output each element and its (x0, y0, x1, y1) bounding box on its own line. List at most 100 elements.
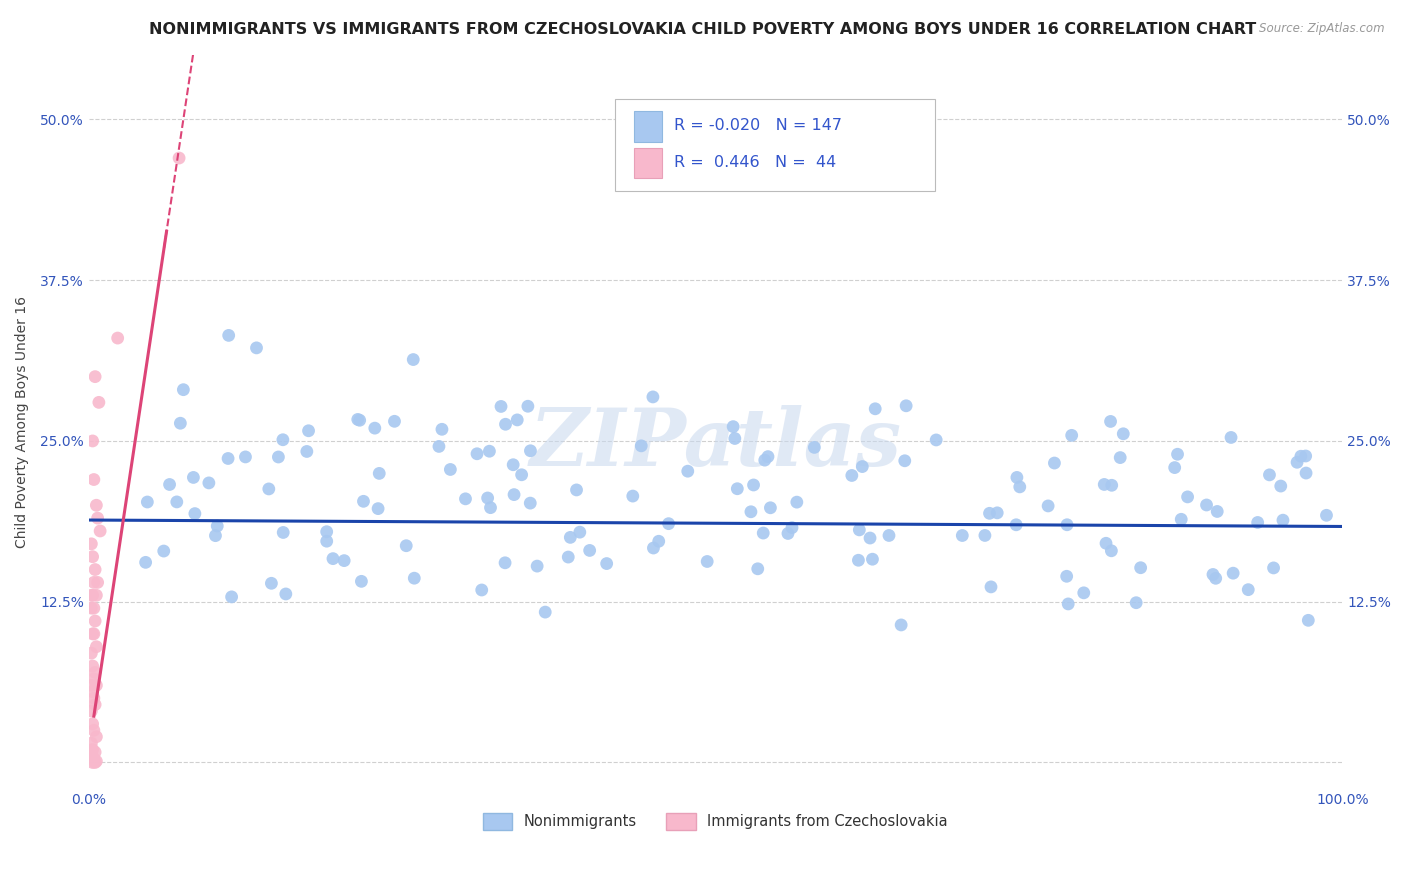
Point (439, 462, 461, 476)
Point (86, 588, 108, 602)
Point (851, 459, 873, 474)
Point (454, 491, 477, 506)
Point (184, 507, 207, 521)
Text: Source: ZipAtlas.com: Source: ZipAtlas.com (1260, 22, 1385, 36)
Point (848, 553, 870, 567)
Point (172, 383, 194, 397)
Point (841, 468, 863, 483)
Point (776, 526, 799, 541)
Point (925, 433, 948, 447)
Point (353, 494, 375, 508)
Point (350, 574, 373, 589)
FancyBboxPatch shape (616, 99, 935, 191)
Point (89, 524, 111, 538)
Point (519, 443, 541, 458)
Point (752, 526, 775, 541)
Point (80, 749, 103, 764)
Point (136, 495, 159, 509)
Point (848, 523, 870, 537)
Point (167, 151, 190, 165)
Point (84, 369, 107, 384)
Point (489, 400, 512, 414)
Point (658, 516, 681, 531)
Point (169, 416, 191, 430)
Point (1202, 567, 1225, 582)
Point (82, 684, 104, 698)
Text: R = -0.020   N = 147: R = -0.020 N = 147 (675, 118, 842, 133)
Point (83, 575, 105, 590)
Point (274, 587, 297, 601)
Point (86, 640, 108, 654)
Point (1005, 470, 1028, 484)
Point (86, 730, 108, 744)
Point (740, 505, 762, 519)
Point (82, 717, 104, 731)
Point (1295, 466, 1317, 480)
Point (427, 439, 450, 453)
Point (297, 424, 319, 438)
Point (1258, 467, 1281, 482)
Point (183, 470, 205, 484)
Point (86, 678, 108, 692)
Point (364, 421, 387, 435)
Point (86, 575, 108, 590)
Point (502, 458, 524, 472)
Point (1222, 566, 1244, 581)
Point (1286, 455, 1309, 469)
Point (82, 549, 104, 564)
Point (630, 439, 652, 453)
Point (1056, 569, 1078, 583)
Point (80, 646, 103, 660)
Point (1195, 498, 1218, 512)
Point (648, 534, 671, 549)
Point (1057, 597, 1080, 611)
Point (1163, 460, 1185, 475)
Point (1177, 490, 1199, 504)
Point (754, 453, 776, 467)
Point (725, 482, 748, 496)
Point (80, 736, 103, 750)
Point (979, 506, 1001, 520)
Point (786, 495, 808, 509)
Point (430, 422, 453, 436)
Point (80, 678, 103, 692)
Point (643, 541, 665, 555)
Point (595, 557, 617, 571)
Point (1206, 504, 1229, 518)
Point (1125, 596, 1147, 610)
Point (510, 467, 533, 482)
Point (526, 559, 548, 574)
Point (80, 588, 103, 602)
Point (863, 401, 886, 416)
Point (506, 413, 529, 427)
Point (1271, 513, 1294, 527)
Point (367, 501, 389, 516)
Point (894, 454, 917, 468)
Point (87, 395, 110, 409)
Point (271, 525, 294, 540)
Point (565, 483, 588, 497)
Point (82, 659, 104, 673)
Point (1092, 477, 1115, 491)
Point (780, 521, 803, 535)
Point (402, 352, 425, 367)
Point (1109, 450, 1132, 465)
Point (166, 495, 188, 509)
Point (271, 433, 294, 447)
Point (84, 563, 107, 577)
Point (86, 754, 108, 768)
Text: R =  0.446   N =  44: R = 0.446 N = 44 (675, 154, 837, 169)
Point (368, 467, 391, 481)
Point (1170, 512, 1192, 526)
FancyBboxPatch shape (634, 147, 662, 178)
Point (346, 412, 368, 426)
Point (83, 672, 105, 686)
Point (1289, 449, 1312, 463)
Point (986, 506, 1008, 520)
Point (759, 500, 782, 515)
Point (534, 605, 557, 619)
Point (384, 414, 406, 428)
Point (516, 399, 538, 413)
Text: ZIPatlas: ZIPatlas (530, 405, 901, 483)
Point (494, 556, 516, 570)
